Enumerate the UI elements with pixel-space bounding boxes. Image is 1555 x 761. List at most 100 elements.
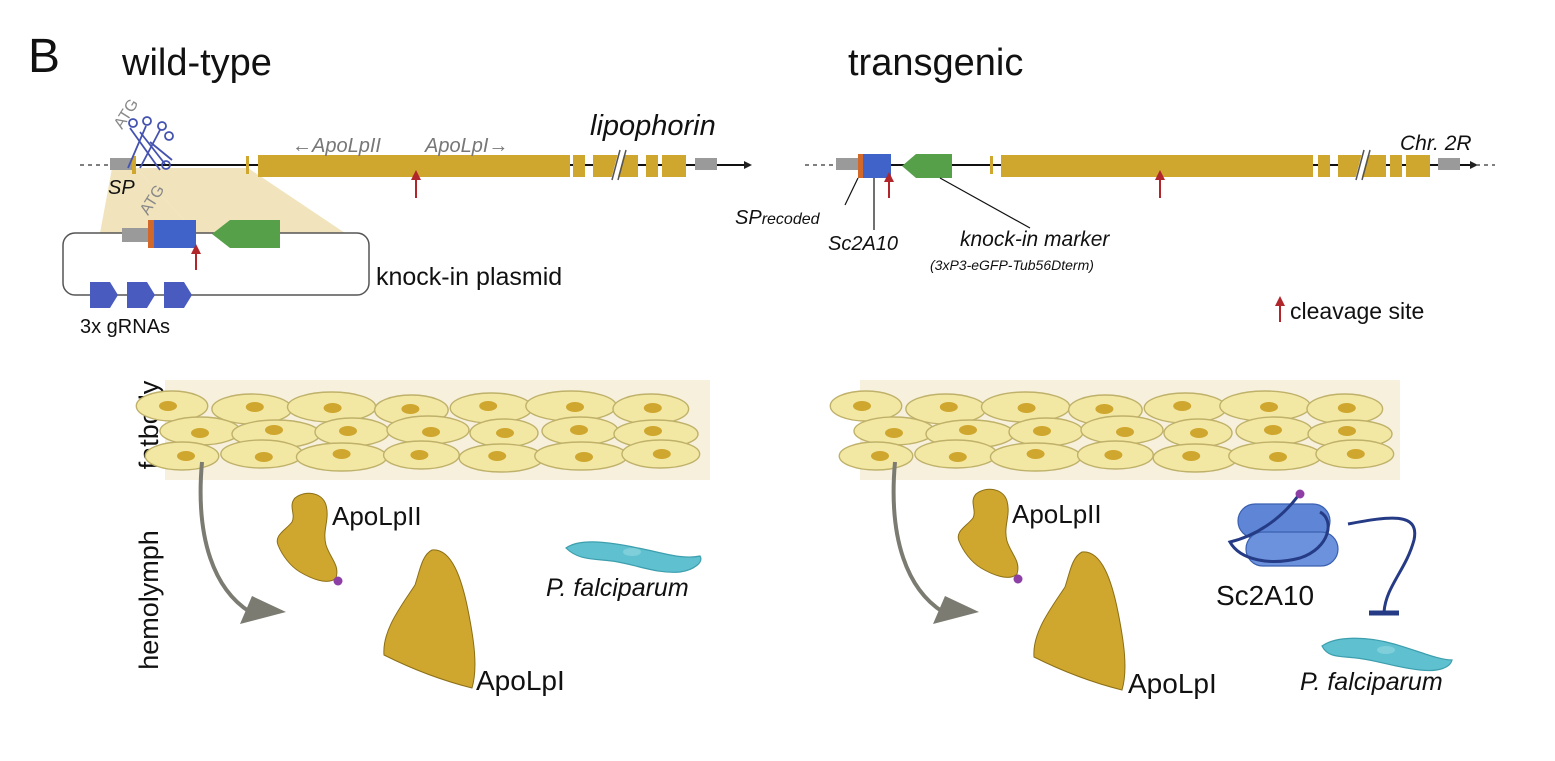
marker-detail: (3xP3-eGFP-Tub56Dterm) [930, 257, 1094, 273]
homology-arm-right [136, 168, 345, 233]
apolpi-protein [383, 549, 476, 689]
apolpii-label: ApoLpII [332, 501, 422, 531]
fat-cell-nucleus [570, 425, 588, 435]
utr-5prime [110, 158, 132, 170]
fat-cell-nucleus [1033, 426, 1051, 436]
tg-utr-3prime [1438, 158, 1460, 170]
sequence-break-icon [611, 149, 627, 181]
plasmid-utr [122, 228, 148, 242]
tg-apolpii-label: ApoLpII [1012, 499, 1102, 529]
tg-exon-2 [1318, 155, 1330, 177]
grna-cassettes [90, 282, 192, 308]
homology-arm-left [100, 168, 196, 233]
fatbody-transgenic [829, 380, 1400, 480]
apolpi-arrow-label: ApoLpI→ [424, 135, 508, 157]
grna-3 [164, 282, 192, 308]
fat-cell-nucleus [496, 428, 514, 438]
tg-exon-4 [1390, 155, 1402, 177]
fat-cell-nucleus [332, 449, 351, 459]
fat-cell-nucleus [401, 404, 420, 414]
secretion-arrow-icon [198, 461, 286, 624]
parasite-nucleus [623, 548, 641, 556]
fat-cell-nucleus [643, 403, 662, 413]
fat-cell-nucleus [488, 451, 507, 461]
exon-4 [646, 155, 658, 177]
sc2a10-gene-label: Sc2A10 [828, 233, 898, 255]
fat-cell-nucleus [566, 402, 584, 412]
cleavage-legend-label: cleavage site [1290, 298, 1424, 324]
sp-recoded-label: SPrecoded [735, 207, 821, 229]
fat-cell-nucleus [652, 449, 671, 459]
tg-marker [902, 154, 952, 178]
gene-name: lipophorin [590, 110, 716, 142]
parasite-label: P. falciparum [546, 574, 689, 602]
grna-2 [127, 282, 155, 308]
hemolymph-label: hemolymph [134, 530, 164, 670]
fat-cell-nucleus [885, 428, 903, 438]
tg-apolpii-lipid-dot [1013, 574, 1023, 584]
cleavage-arrow-wt [411, 170, 421, 198]
fat-cell-nucleus [265, 425, 283, 435]
sp-label: SP [108, 177, 135, 199]
hemolymph-wildtype: ApoLpII ApoLpI P. falciparum [198, 461, 702, 696]
fat-cell-nucleus [245, 402, 264, 412]
plasmid-marker [212, 220, 280, 248]
fat-cell-nucleus [853, 401, 871, 411]
sc2a10-transporter-icon [1227, 489, 1339, 567]
fat-cell-nucleus [1337, 403, 1356, 413]
fat-cell-nucleus [1338, 426, 1356, 436]
fat-cell-nucleus [177, 451, 195, 461]
tg-fat-cells [829, 390, 1395, 473]
fat-cell-nucleus [479, 401, 498, 411]
fat-cell-nucleus [422, 427, 440, 437]
sp-exon [132, 156, 136, 174]
tg-sp-recoded [858, 154, 863, 178]
transporter-domain-2 [1245, 531, 1339, 567]
marker-label: knock-in marker [960, 228, 1110, 251]
fat-cell-nucleus [959, 425, 977, 435]
inhibition-icon [1347, 516, 1417, 616]
fat-cell-nucleus [644, 426, 662, 436]
tg-parasite-label: P. falciparum [1300, 668, 1443, 696]
fat-cell-nucleus [1116, 427, 1134, 437]
exon-5 [662, 155, 686, 177]
sc2a10-protein-label: Sc2A10 [1216, 580, 1314, 611]
atg-label: ATG [111, 96, 142, 132]
fatbody-wildtype [135, 380, 710, 480]
fat-cell-nucleus [191, 428, 209, 438]
fat-cell-nucleus [871, 451, 889, 461]
fat-cell-nucleus [575, 452, 593, 462]
apolpii-protein [276, 492, 338, 582]
fat-cell-nucleus [1190, 428, 1208, 438]
apolpii-arrow-label: ←ApoLpII [292, 135, 381, 157]
tg-parasite-nucleus [1377, 646, 1395, 654]
fat-cells [135, 390, 701, 473]
transporter-linker [1227, 495, 1330, 563]
apolpii-lipid-dot [333, 576, 343, 586]
apolpi-label: ApoLpI [476, 665, 565, 696]
tg-sequence-break-icon [1355, 149, 1371, 181]
tg-sc2a10 [863, 154, 891, 178]
parasite-icon [565, 541, 702, 573]
fat-cell-nucleus [1346, 449, 1365, 459]
grna-1 [90, 282, 118, 308]
fat-cell-nucleus [1264, 425, 1282, 435]
fat-cell-nucleus [323, 403, 342, 413]
utr-3prime [695, 158, 717, 170]
exon-2 [573, 155, 585, 177]
fat-cell-nucleus [1017, 403, 1036, 413]
tg-secretion-arrow-icon [891, 461, 979, 624]
marker-leader [939, 177, 1031, 229]
fat-cell-nucleus [1026, 449, 1045, 459]
panel-letter: B [28, 30, 60, 83]
scissors-icon [127, 116, 174, 171]
cleavage-arrow-plasmid [191, 244, 201, 270]
knockin-plasmid: ATG 3x gRNAs knock-in plasmid [62, 182, 562, 338]
plasmid-sc2a10 [154, 220, 196, 248]
tg-exon-5 [1406, 155, 1430, 177]
fat-cell-nucleus [1182, 451, 1201, 461]
fat-cell-nucleus [254, 452, 273, 462]
tg-apolpi-label: ApoLpI [1128, 668, 1217, 699]
tg-exon-main [1001, 155, 1313, 177]
fat-cell-nucleus [948, 452, 967, 462]
